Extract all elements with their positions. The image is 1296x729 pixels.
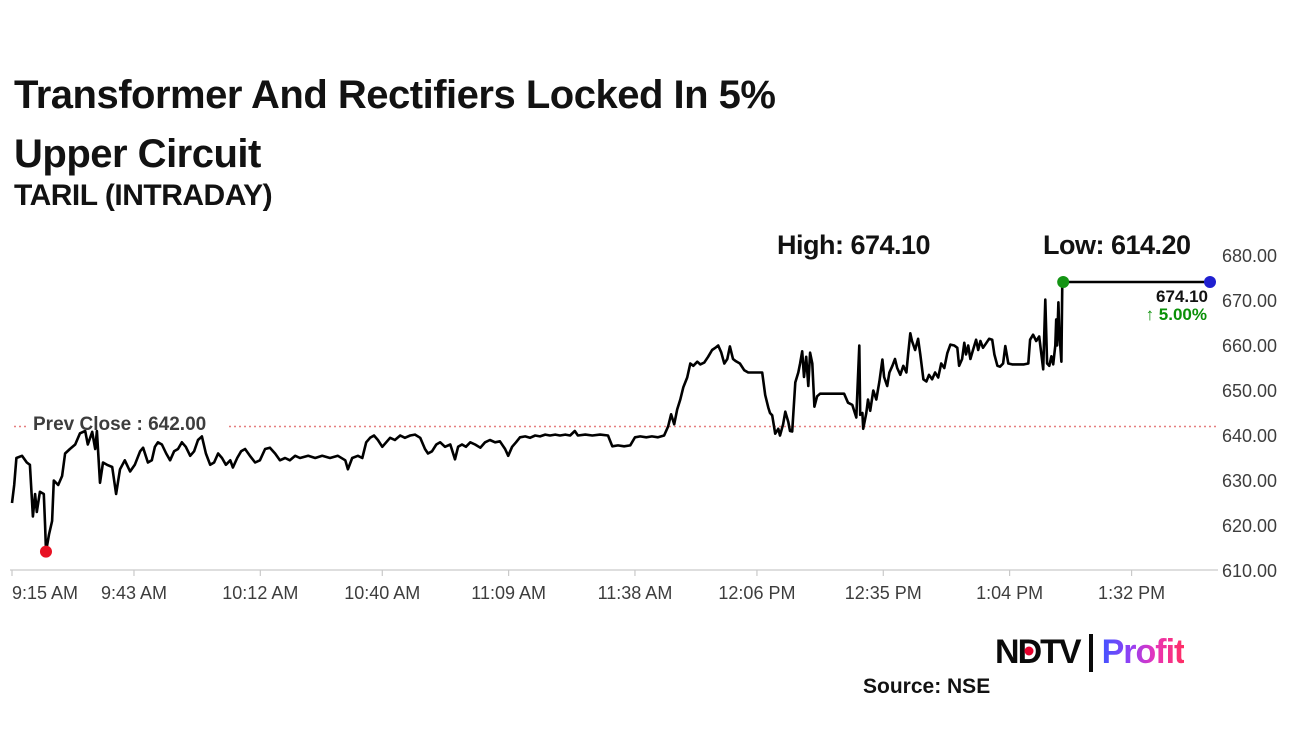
percent-change-annotation: ↑ 5.00% [1145,305,1207,324]
x-axis-label: 1:04 PM [976,583,1044,603]
profit-wordmark: Profit [1101,633,1186,671]
day-low-label: Low: 614.20 [1043,230,1191,260]
y-axis-label: 620.00 [1222,515,1278,536]
y-axis-label: 660.00 [1222,335,1278,356]
x-axis-label: 12:35 PM [844,583,922,603]
y-axis-label: 640.00 [1222,425,1278,446]
logo-letters-tv: TV [1040,633,1081,671]
x-axis-label: 11:38 AM [597,583,673,603]
x-axis-label: 9:15 AM [12,583,79,603]
x-axis-label: 12:06 PM [718,583,796,603]
x-axis-label: 10:40 AM [344,583,421,603]
prev-close-label: Prev Close : 642.00 [33,414,207,435]
ndtv-wordmark: N D TV [995,633,1082,672]
logo-letter-d-with-red-dot-icon: D [1017,633,1043,671]
ticker-subtitle: TARIL (INTRADAY) [14,179,273,212]
y-axis-label: 670.00 [1222,290,1278,311]
logo-divider [1088,633,1093,672]
last-trade-marker [1204,276,1216,289]
price-line [10,280,1210,553]
x-axis-label: 1:32 PM [1098,583,1166,603]
y-axis-label: 630.00 [1222,470,1278,491]
y-axis-label: 650.00 [1222,380,1278,401]
y-axis-label: 680.00 [1222,245,1278,266]
ndtv-profit-logo: N D TV Profit [995,633,1186,672]
y-axis-label: 610.00 [1222,560,1278,581]
logo-letter-n: N [995,633,1020,671]
page-title-line2: Upper Circuit [14,132,261,176]
day-high-label: High: 674.10 [777,230,931,260]
x-axis-label: 9:43 AM [100,583,167,603]
upper-circuit-lock-marker [1057,276,1070,289]
day-low-marker [39,545,52,558]
x-axis-label: 10:12 AM [222,583,299,603]
x-axis-label: 11:09 AM [471,583,546,603]
page-title-line1: Transformer And Rectifiers Locked In 5% [14,73,776,117]
source-attribution: Source: NSE [863,675,991,698]
last-price-annotation: 674.10 [1156,287,1208,306]
